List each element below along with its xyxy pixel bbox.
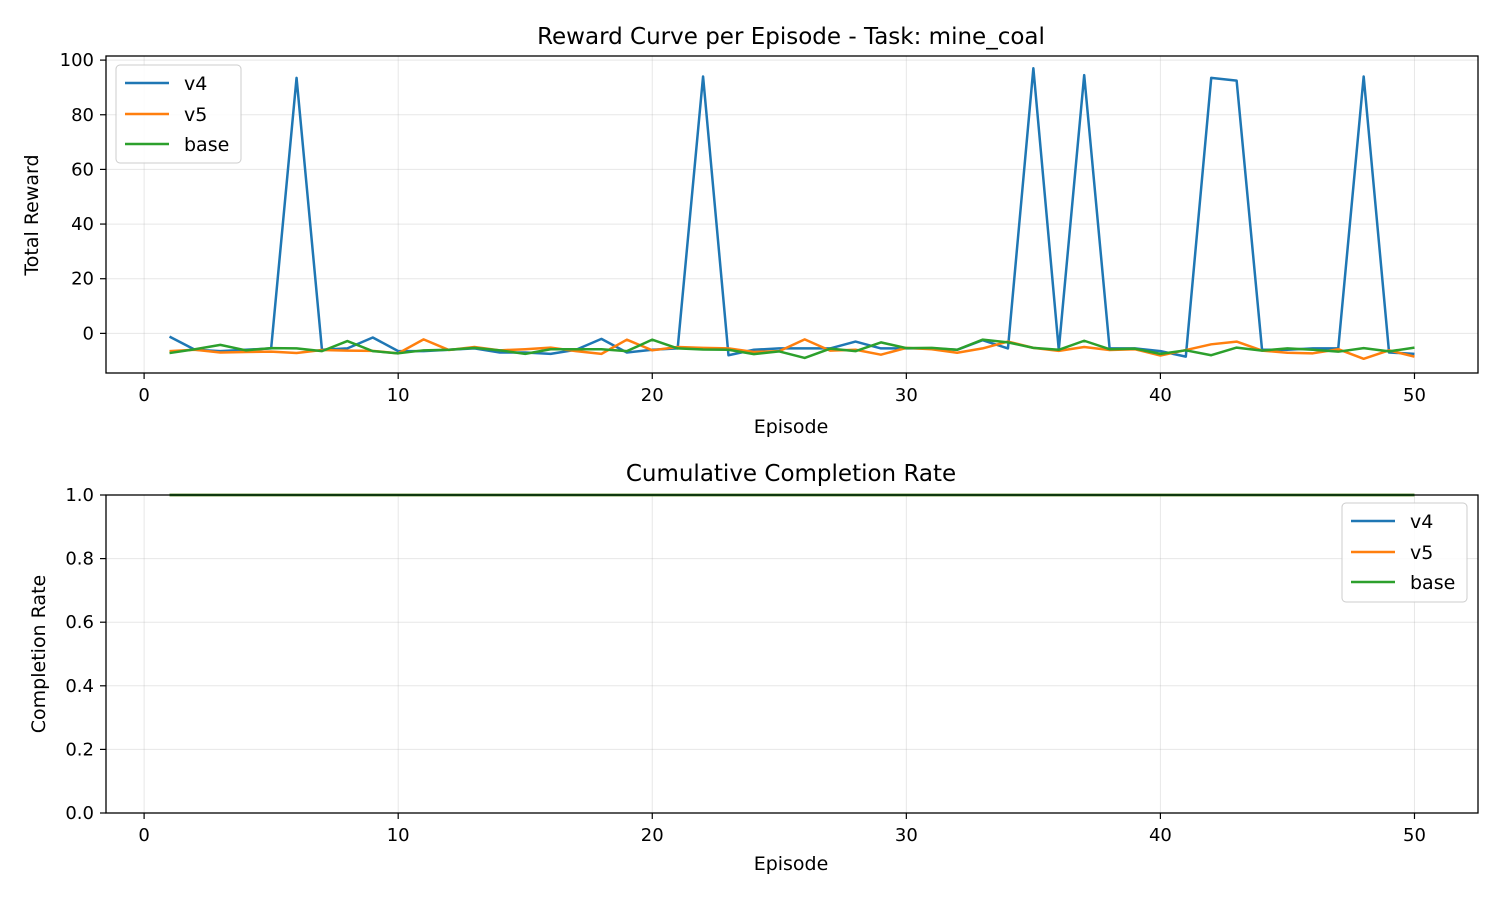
reward-y-axis-label: Total Reward: [21, 154, 43, 276]
reward-legend-box: [115, 64, 242, 164]
reward-legend: v4 v5 base: [115, 64, 242, 164]
completion-legend-label-v4: v4: [1410, 511, 1433, 533]
reward-y-tick-label: 80: [71, 105, 94, 126]
reward-y-tick-label: 60: [71, 159, 94, 180]
reward-x-tick-label: 30: [895, 385, 918, 406]
completion-plot-frame: [105, 494, 1479, 814]
completion-y-tick-label: 0.2: [65, 739, 94, 760]
completion-y-tick-label: 0.0: [65, 803, 94, 824]
reward-x-ticks: 0 10 20 30 40 50: [138, 373, 1426, 406]
reward-legend-label-base: base: [184, 134, 229, 156]
completion-x-tick-label: 40: [1149, 825, 1172, 846]
completion-panel: Cumulative Completion Rate 0 10 20 30 40 50 0…: [28, 461, 1479, 875]
completion-x-tick-label: 30: [895, 825, 918, 846]
reward-series-base: [169, 338, 1415, 360]
reward-x-axis-label: Episode: [754, 416, 829, 438]
completion-grid: [106, 494, 1478, 814]
completion-legend: v4 v5 base: [1341, 502, 1468, 603]
reward-chart-title: Reward Curve per Episode - Task: mine_co…: [537, 24, 1045, 50]
completion-x-tick-label: 10: [387, 825, 410, 846]
reward-y-tick-label: 20: [71, 269, 94, 290]
reward-x-tick-label: 10: [387, 385, 410, 406]
reward-series-v4: [168, 67, 1415, 358]
completion-y-tick-label: 0.8: [65, 549, 94, 570]
reward-panel: Reward Curve per Episode - Task: mine_co…: [21, 24, 1479, 438]
completion-legend-box: [1341, 502, 1468, 603]
reward-legend-label-v4: v4: [184, 73, 207, 95]
reward-plot-frame: [105, 55, 1479, 374]
reward-y-tick-label: 100: [60, 50, 94, 71]
completion-y-tick-label: 0.4: [65, 676, 94, 697]
reward-x-tick-label: 20: [641, 385, 664, 406]
reward-legend-label-v5: v5: [184, 104, 207, 126]
reward-y-ticks: 0 20 40 60 80 100: [60, 50, 106, 344]
completion-x-axis-label: Episode: [754, 853, 829, 875]
reward-x-tick-label: 50: [1403, 385, 1426, 406]
reward-y-tick-label: 0: [83, 323, 94, 344]
completion-legend-label-base: base: [1410, 572, 1455, 594]
completion-legend-label-v5: v5: [1410, 542, 1433, 564]
reward-x-tick-label: 40: [1149, 385, 1172, 406]
completion-x-tick-label: 50: [1403, 825, 1426, 846]
completion-x-tick-label: 0: [138, 825, 149, 846]
completion-y-ticks: 0.0 0.2 0.4 0.6 0.8 1.0: [65, 485, 106, 824]
completion-y-tick-label: 1.0: [65, 485, 94, 506]
reward-x-tick-label: 0: [138, 385, 149, 406]
reward-series-lines: [168, 67, 1415, 361]
completion-chart-title: Cumulative Completion Rate: [626, 461, 956, 487]
completion-x-ticks: 0 10 20 30 40 50: [138, 813, 1426, 846]
reward-grid: [106, 56, 1478, 373]
completion-y-axis-label: Completion Rate: [28, 575, 50, 733]
reward-y-tick-label: 40: [71, 214, 94, 235]
completion-y-tick-label: 0.6: [65, 612, 94, 633]
completion-x-tick-label: 20: [641, 825, 664, 846]
